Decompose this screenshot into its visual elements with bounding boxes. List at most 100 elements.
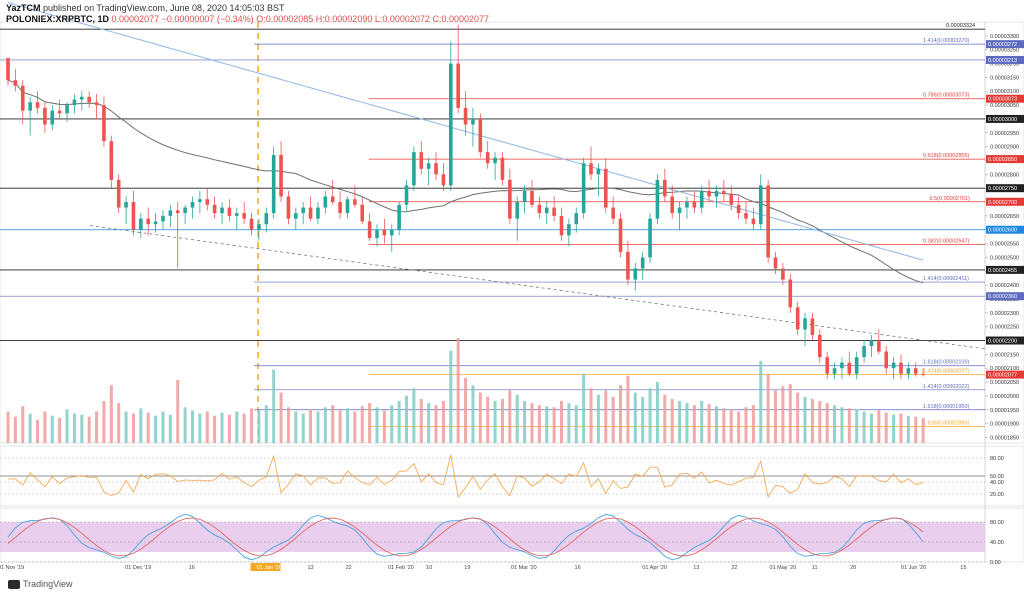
candle-body — [65, 105, 69, 114]
tradingview-footer[interactable]: TradingView — [8, 579, 73, 589]
price-level-label: 1.618(0.00001890) — [923, 420, 970, 426]
candle-body — [13, 80, 18, 86]
volume-bar — [884, 412, 888, 443]
price-level-label: 1.414(0.00002077) — [923, 369, 970, 375]
price-level-label: 1.414(0.00003270) — [923, 38, 970, 44]
candle-body — [102, 105, 106, 142]
candle-body — [316, 207, 320, 219]
candle-body — [589, 163, 593, 175]
candle-body — [648, 218, 652, 258]
volume-bar — [478, 392, 482, 443]
candle-body — [508, 179, 512, 219]
candle-body — [567, 224, 571, 236]
volume-bar — [360, 406, 364, 443]
candle-body — [906, 368, 911, 374]
price-level-tag-label: 0.00002600 — [988, 228, 1017, 234]
candle-body — [478, 118, 483, 153]
candle-body — [722, 190, 726, 194]
price-change: −0.00000007 (−0.34%) — [161, 14, 254, 24]
volume-bar — [744, 407, 748, 443]
symbol-name[interactable]: POLONIEX:XRPBTC, 1D — [6, 14, 110, 24]
volume-bar — [471, 385, 475, 443]
volume-bar — [72, 413, 76, 443]
volume-bar — [95, 411, 99, 443]
publisher-name[interactable]: YazTCM — [6, 3, 41, 13]
stochastic-band — [0, 522, 985, 552]
volume-bar — [36, 419, 40, 443]
volume-bar — [619, 385, 623, 443]
publish-text: published on TradingView.com, June 08, 2… — [43, 3, 285, 13]
low-value: L:0.00002072 — [374, 14, 430, 24]
volume-bar — [65, 409, 69, 443]
volume-bar — [412, 388, 416, 443]
candle-body — [419, 152, 424, 169]
y-tick-label: 0.00002400 — [990, 283, 1019, 289]
candle-body — [832, 368, 837, 374]
candle-body — [677, 207, 682, 214]
volume-bar — [648, 388, 652, 443]
candle-body — [441, 174, 446, 186]
price-level-label: 0.618(0.00002855) — [923, 153, 970, 159]
price-level-label: 1.618(0.00002109) — [923, 360, 970, 366]
y-tick-label: 0.00002050 — [990, 380, 1019, 386]
candle-body — [205, 199, 210, 205]
volume-bar — [796, 392, 800, 443]
volume-bar — [803, 396, 807, 443]
candle-body — [94, 102, 99, 106]
candle-body — [655, 179, 660, 219]
volume-bar — [58, 417, 62, 443]
x-tick-label: 20 — [850, 565, 856, 571]
volume-bar — [899, 413, 903, 443]
candle-body — [449, 63, 453, 186]
volume-bar — [855, 409, 859, 443]
tradingview-brand: TradingView — [23, 579, 73, 589]
last-price: 0.00002077 — [111, 14, 160, 24]
x-tick-label: 11 — [812, 565, 818, 571]
x-tick-label: 01 Dec '19 — [125, 565, 151, 571]
price-level-tag-label: 0.00003272 — [988, 42, 1017, 48]
candle-body — [116, 179, 121, 208]
volume-bar — [515, 394, 519, 443]
volume-bar — [833, 405, 837, 443]
volume-bar — [737, 411, 741, 443]
price-level-tag — [986, 114, 1024, 123]
volume-bar — [774, 390, 778, 443]
candle-body — [463, 107, 468, 125]
volume-bar — [914, 416, 918, 443]
candle-body — [714, 190, 719, 197]
volume-bar — [655, 382, 659, 443]
volume-bar — [427, 403, 431, 443]
price-level-tag — [986, 184, 1024, 193]
candle-body — [803, 318, 807, 330]
candle-body — [847, 362, 852, 374]
candle-body — [286, 196, 291, 219]
candle-body — [485, 152, 490, 164]
volume-bar — [537, 405, 541, 443]
candle-body — [913, 368, 918, 374]
price-level-label: 0.5(0.00002701) — [930, 196, 971, 202]
volume-bar — [43, 411, 47, 443]
candle-body — [146, 218, 151, 225]
price-level-tag — [986, 40, 1024, 49]
candle-body — [574, 213, 579, 225]
x-tick-label: 01 Jun '20 — [901, 565, 926, 571]
candle-body — [87, 96, 91, 103]
candle-body — [345, 199, 350, 214]
volume-bar — [685, 403, 689, 443]
price-level-label: 0.382(0.00002547) — [923, 238, 970, 244]
volume-bar — [272, 369, 276, 443]
volume-bar — [301, 413, 305, 443]
volume-bar — [441, 401, 445, 443]
candle-body — [183, 207, 187, 214]
volume-bar — [729, 409, 733, 443]
volume-bar — [109, 385, 113, 443]
volume-bar — [766, 373, 770, 443]
volume-bar — [146, 412, 150, 443]
candle-body — [50, 110, 55, 125]
candle-body — [781, 268, 785, 280]
volume-bar — [788, 384, 792, 443]
y-tick-label: 0.00002000 — [990, 394, 1019, 400]
candle-body — [544, 207, 549, 214]
candle-body — [581, 163, 586, 214]
